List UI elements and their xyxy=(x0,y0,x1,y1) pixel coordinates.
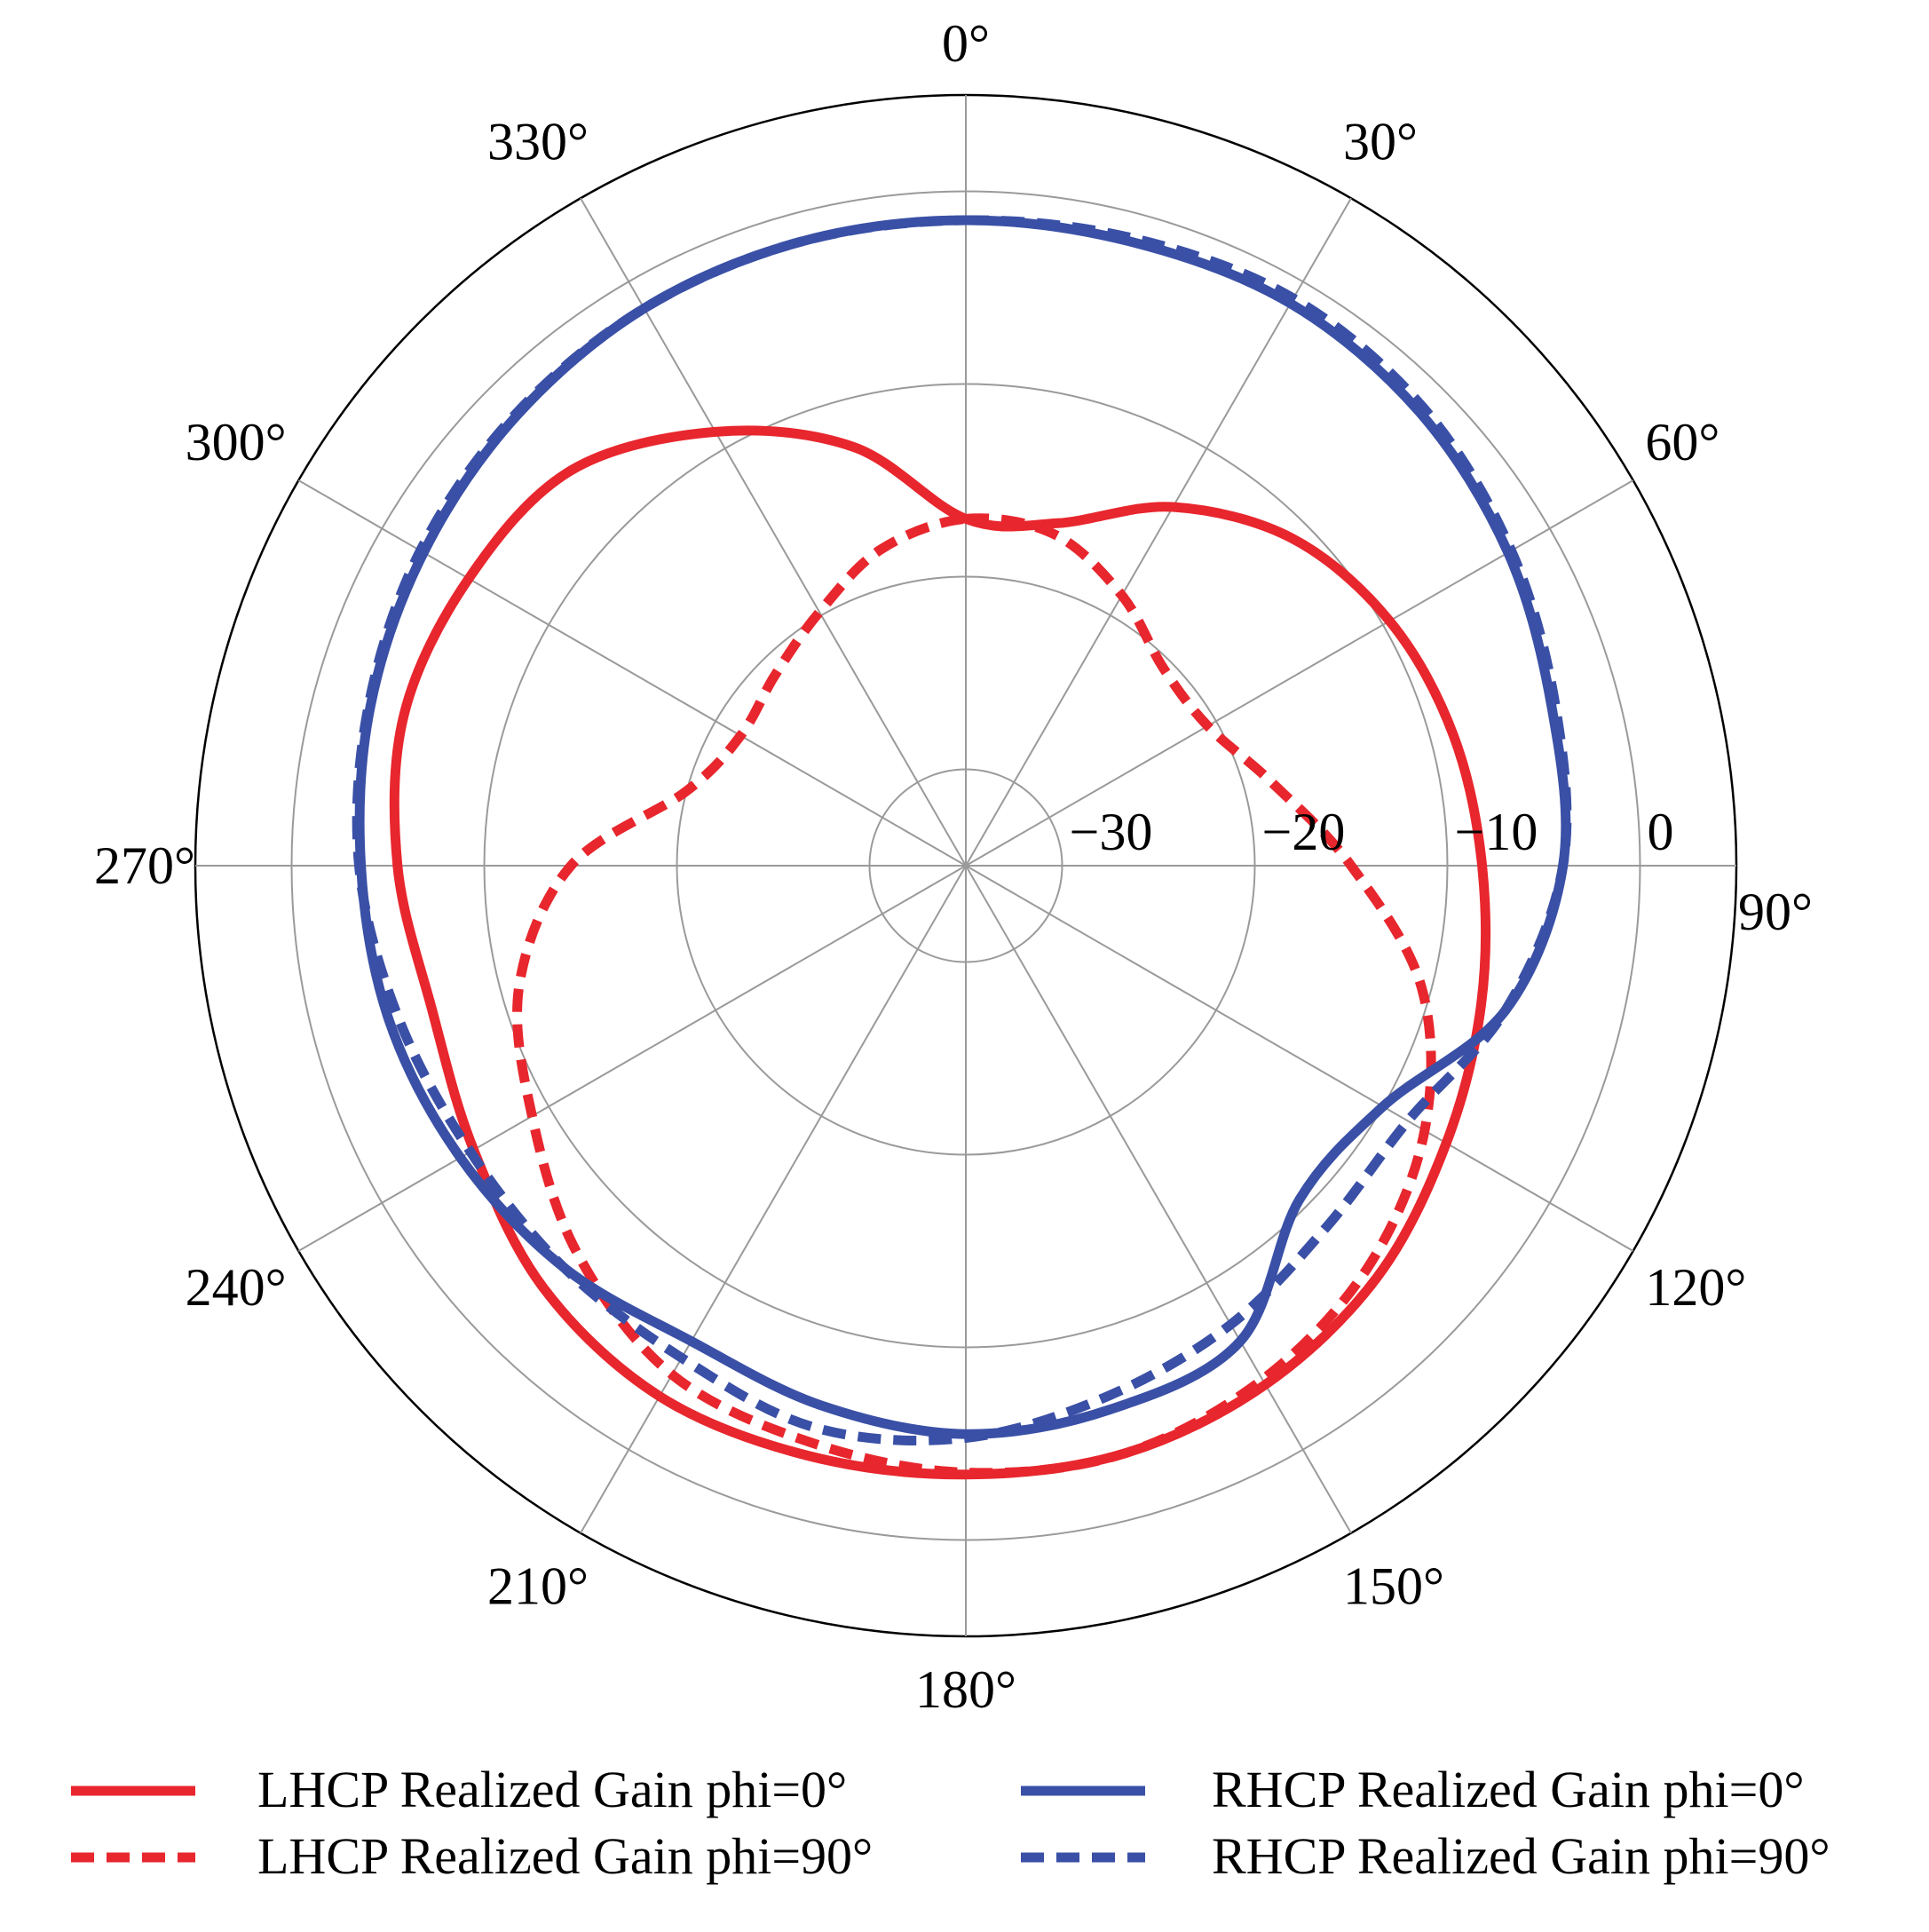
radial-tick-label: −30 xyxy=(1070,803,1153,861)
angle-tick-label: 60° xyxy=(1645,413,1719,471)
legend: LHCP Realized Gain phi=0° LHCP Realized G… xyxy=(71,1761,1830,1885)
angle-tick-label: 330° xyxy=(487,113,589,171)
legend-label: LHCP Realized Gain phi=90° xyxy=(257,1827,873,1885)
angle-tick-label: 240° xyxy=(186,1258,287,1317)
angle-tick-label: 120° xyxy=(1645,1258,1746,1317)
legend-label: RHCP Realized Gain phi=0° xyxy=(1212,1761,1805,1818)
series-line-2 xyxy=(512,513,1436,1478)
series-line-3 xyxy=(354,215,1571,1439)
legend-label: LHCP Realized Gain phi=0° xyxy=(257,1761,847,1818)
angle-tick-label: 270° xyxy=(94,836,195,895)
radial-tick-label: 0 xyxy=(1648,803,1674,861)
angle-tick-label: 30° xyxy=(1343,113,1418,171)
angle-grid-line xyxy=(965,865,1634,1252)
tick-labels: 0° 30° 60° 90° 120° 150° 180° 210° 240° 270° 300° 3… xyxy=(94,14,1813,1719)
angle-grid-line xyxy=(297,865,967,1252)
angle-grid-line xyxy=(965,197,1352,867)
angle-grid-line xyxy=(965,479,1634,867)
angle-tick-label: 90° xyxy=(1738,883,1813,941)
legend-label: RHCP Realized Gain phi=90° xyxy=(1212,1827,1830,1885)
radial-tick-label: −10 xyxy=(1455,803,1538,861)
angle-grid-line xyxy=(580,865,967,1534)
angle-tick-label: 180° xyxy=(915,1660,1016,1719)
series-line-4 xyxy=(352,215,1572,1445)
angle-grid-line xyxy=(965,865,1352,1534)
angle-tick-label: 0° xyxy=(942,14,990,73)
series-layer xyxy=(352,215,1572,1480)
angle-tick-label: 150° xyxy=(1343,1556,1444,1615)
radial-tick-label: −20 xyxy=(1262,803,1346,861)
angle-tick-label: 210° xyxy=(487,1556,589,1615)
angle-tick-label: 300° xyxy=(186,413,287,471)
series-line-1 xyxy=(389,425,1491,1480)
angle-grid-line xyxy=(297,479,967,867)
polar-grid xyxy=(194,93,1738,1638)
